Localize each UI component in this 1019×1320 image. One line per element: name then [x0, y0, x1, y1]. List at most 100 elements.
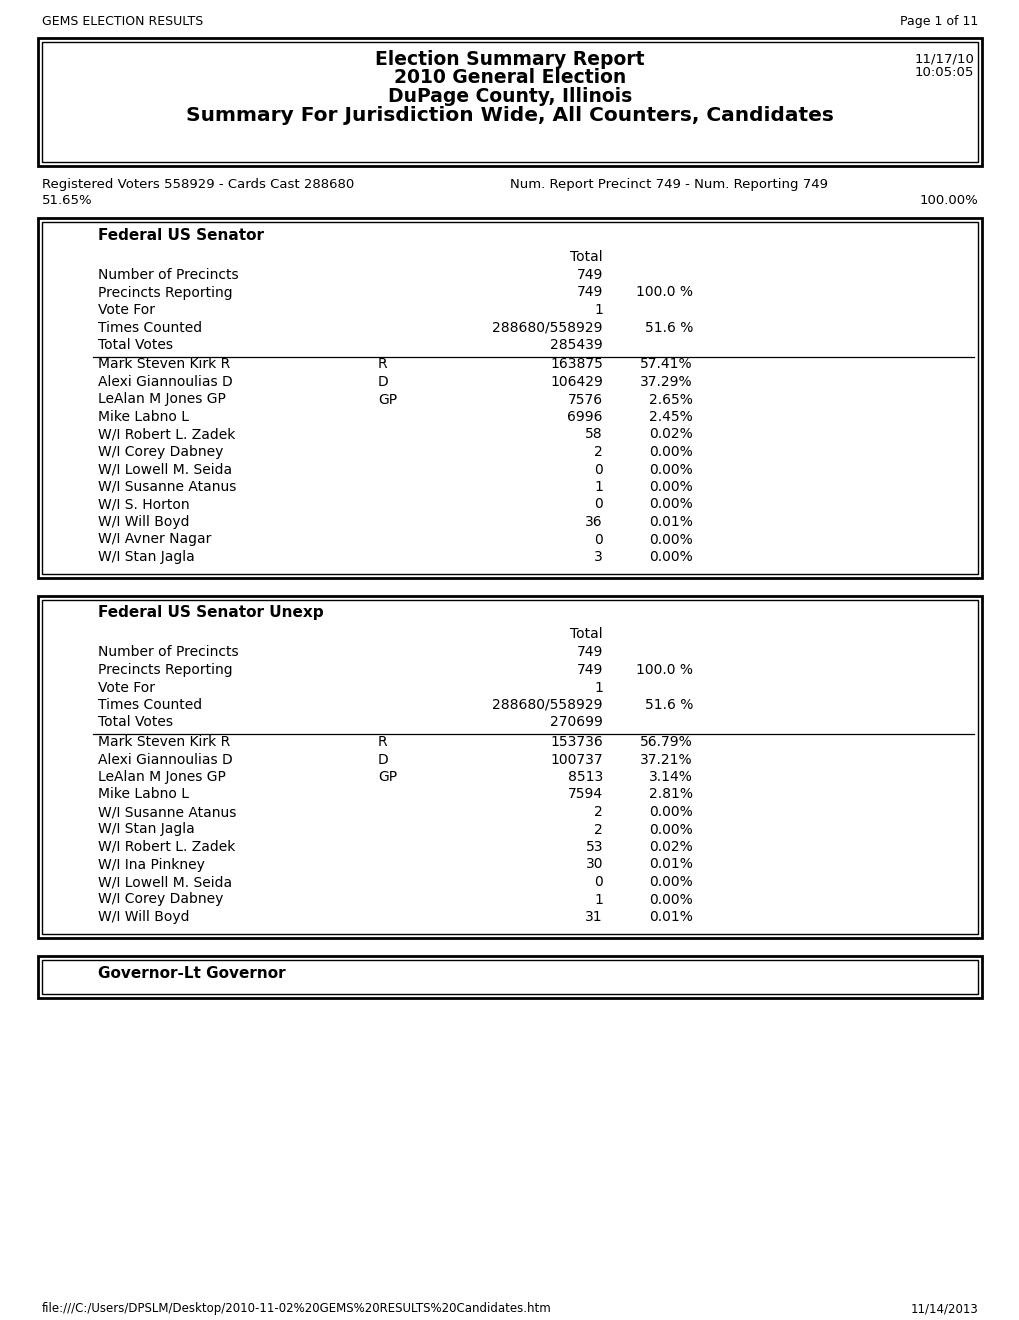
Text: 163875: 163875	[549, 358, 602, 371]
Text: 1: 1	[593, 681, 602, 694]
Text: 749: 749	[576, 285, 602, 300]
Text: Times Counted: Times Counted	[98, 321, 202, 334]
Text: GP: GP	[378, 770, 396, 784]
Text: 7576: 7576	[568, 392, 602, 407]
Text: 30: 30	[585, 858, 602, 871]
Text: 749: 749	[576, 663, 602, 677]
Text: 106429: 106429	[549, 375, 602, 389]
Text: 0.00%: 0.00%	[649, 875, 692, 888]
Text: 0: 0	[594, 875, 602, 888]
Text: 1: 1	[593, 304, 602, 317]
Text: 100.0 %: 100.0 %	[636, 285, 692, 300]
Text: 51.6 %: 51.6 %	[644, 698, 692, 711]
Text: 100737: 100737	[550, 752, 602, 767]
Text: 0.00%: 0.00%	[649, 805, 692, 818]
Text: W/I Corey Dabney: W/I Corey Dabney	[98, 892, 223, 907]
Text: W/I Robert L. Zadek: W/I Robert L. Zadek	[98, 428, 235, 441]
Text: 749: 749	[576, 268, 602, 282]
Text: 270699: 270699	[549, 715, 602, 730]
Text: 11/17/10: 11/17/10	[913, 51, 973, 65]
Text: 6996: 6996	[567, 411, 602, 424]
Text: Precincts Reporting: Precincts Reporting	[98, 663, 232, 677]
Text: Mike Labno L: Mike Labno L	[98, 788, 189, 801]
Bar	[38, 38, 981, 166]
Text: 100.00%: 100.00%	[918, 194, 977, 207]
Text: Total: Total	[570, 627, 602, 642]
Bar	[42, 222, 977, 573]
Text: 0: 0	[594, 532, 602, 546]
Text: Alexi Giannoulias D: Alexi Giannoulias D	[98, 752, 232, 767]
Text: 288680/558929: 288680/558929	[492, 698, 602, 711]
Text: Mark Steven Kirk R: Mark Steven Kirk R	[98, 735, 230, 748]
Text: Election Summary Report: Election Summary Report	[375, 50, 644, 69]
Text: 749: 749	[576, 645, 602, 660]
Text: 285439: 285439	[549, 338, 602, 352]
Bar	[42, 42, 977, 162]
Text: 0: 0	[594, 498, 602, 511]
Text: 31: 31	[585, 909, 602, 924]
Text: 3.14%: 3.14%	[648, 770, 692, 784]
Text: W/I Lowell M. Seida: W/I Lowell M. Seida	[98, 875, 232, 888]
Text: Times Counted: Times Counted	[98, 698, 202, 711]
Text: 0.00%: 0.00%	[649, 892, 692, 907]
Text: 0.00%: 0.00%	[649, 445, 692, 459]
Text: 1: 1	[593, 480, 602, 494]
Text: W/I Susanne Atanus: W/I Susanne Atanus	[98, 480, 236, 494]
Text: 0.01%: 0.01%	[648, 515, 692, 529]
Text: 0.02%: 0.02%	[649, 428, 692, 441]
Text: 2: 2	[594, 805, 602, 818]
Text: R: R	[378, 358, 387, 371]
Text: Total Votes: Total Votes	[98, 715, 173, 730]
Text: 58: 58	[585, 428, 602, 441]
Text: 0.00%: 0.00%	[649, 822, 692, 837]
Text: 10:05:05: 10:05:05	[914, 66, 973, 79]
Text: W/I Stan Jagla: W/I Stan Jagla	[98, 550, 195, 564]
Bar	[38, 218, 981, 578]
Text: Page 1 of 11: Page 1 of 11	[899, 15, 977, 28]
Text: D: D	[378, 375, 388, 389]
Text: 0.00%: 0.00%	[649, 550, 692, 564]
Text: 0.00%: 0.00%	[649, 480, 692, 494]
Text: Precincts Reporting: Precincts Reporting	[98, 285, 232, 300]
Text: 100.0 %: 100.0 %	[636, 663, 692, 677]
Text: DuPage County, Illinois: DuPage County, Illinois	[387, 87, 632, 106]
Text: GEMS ELECTION RESULTS: GEMS ELECTION RESULTS	[42, 15, 203, 28]
Text: LeAlan M Jones GP: LeAlan M Jones GP	[98, 770, 225, 784]
Text: 3: 3	[594, 550, 602, 564]
Text: R: R	[378, 735, 387, 748]
Text: 2.45%: 2.45%	[649, 411, 692, 424]
Text: W/I Susanne Atanus: W/I Susanne Atanus	[98, 805, 236, 818]
Text: Number of Precincts: Number of Precincts	[98, 645, 238, 660]
Text: 0.01%: 0.01%	[648, 858, 692, 871]
Text: 11/14/2013: 11/14/2013	[909, 1302, 977, 1315]
Text: Federal US Senator Unexp: Federal US Senator Unexp	[98, 606, 323, 620]
Text: W/I Will Boyd: W/I Will Boyd	[98, 909, 190, 924]
Text: file:///C:/Users/DPSLM/Desktop/2010-11-02%20GEMS%20RESULTS%20Candidates.htm: file:///C:/Users/DPSLM/Desktop/2010-11-0…	[42, 1302, 551, 1315]
Text: 0.02%: 0.02%	[649, 840, 692, 854]
Text: Num. Report Precinct 749 - Num. Reporting 749: Num. Report Precinct 749 - Num. Reportin…	[510, 178, 827, 191]
Bar	[42, 960, 977, 994]
Text: 288680/558929: 288680/558929	[492, 321, 602, 334]
Text: Vote For: Vote For	[98, 681, 155, 694]
Text: W/I Stan Jagla: W/I Stan Jagla	[98, 822, 195, 837]
Text: W/I Will Boyd: W/I Will Boyd	[98, 515, 190, 529]
Text: D: D	[378, 752, 388, 767]
Text: 51.65%: 51.65%	[42, 194, 93, 207]
Text: Mark Steven Kirk R: Mark Steven Kirk R	[98, 358, 230, 371]
Text: Vote For: Vote For	[98, 304, 155, 317]
Text: Governor-Lt Governor: Governor-Lt Governor	[98, 965, 285, 981]
Text: 0.01%: 0.01%	[648, 909, 692, 924]
Text: 8513: 8513	[568, 770, 602, 784]
Bar	[42, 599, 977, 933]
Text: 2.81%: 2.81%	[648, 788, 692, 801]
Text: Summary For Jurisdiction Wide, All Counters, Candidates: Summary For Jurisdiction Wide, All Count…	[185, 106, 834, 125]
Text: 51.6 %: 51.6 %	[644, 321, 692, 334]
Text: W/I S. Horton: W/I S. Horton	[98, 498, 190, 511]
Text: 2: 2	[594, 822, 602, 837]
Text: 0: 0	[594, 462, 602, 477]
Text: 153736: 153736	[549, 735, 602, 748]
Text: 37.21%: 37.21%	[640, 752, 692, 767]
Text: W/I Robert L. Zadek: W/I Robert L. Zadek	[98, 840, 235, 854]
Text: 2: 2	[594, 445, 602, 459]
Text: LeAlan M Jones GP: LeAlan M Jones GP	[98, 392, 225, 407]
